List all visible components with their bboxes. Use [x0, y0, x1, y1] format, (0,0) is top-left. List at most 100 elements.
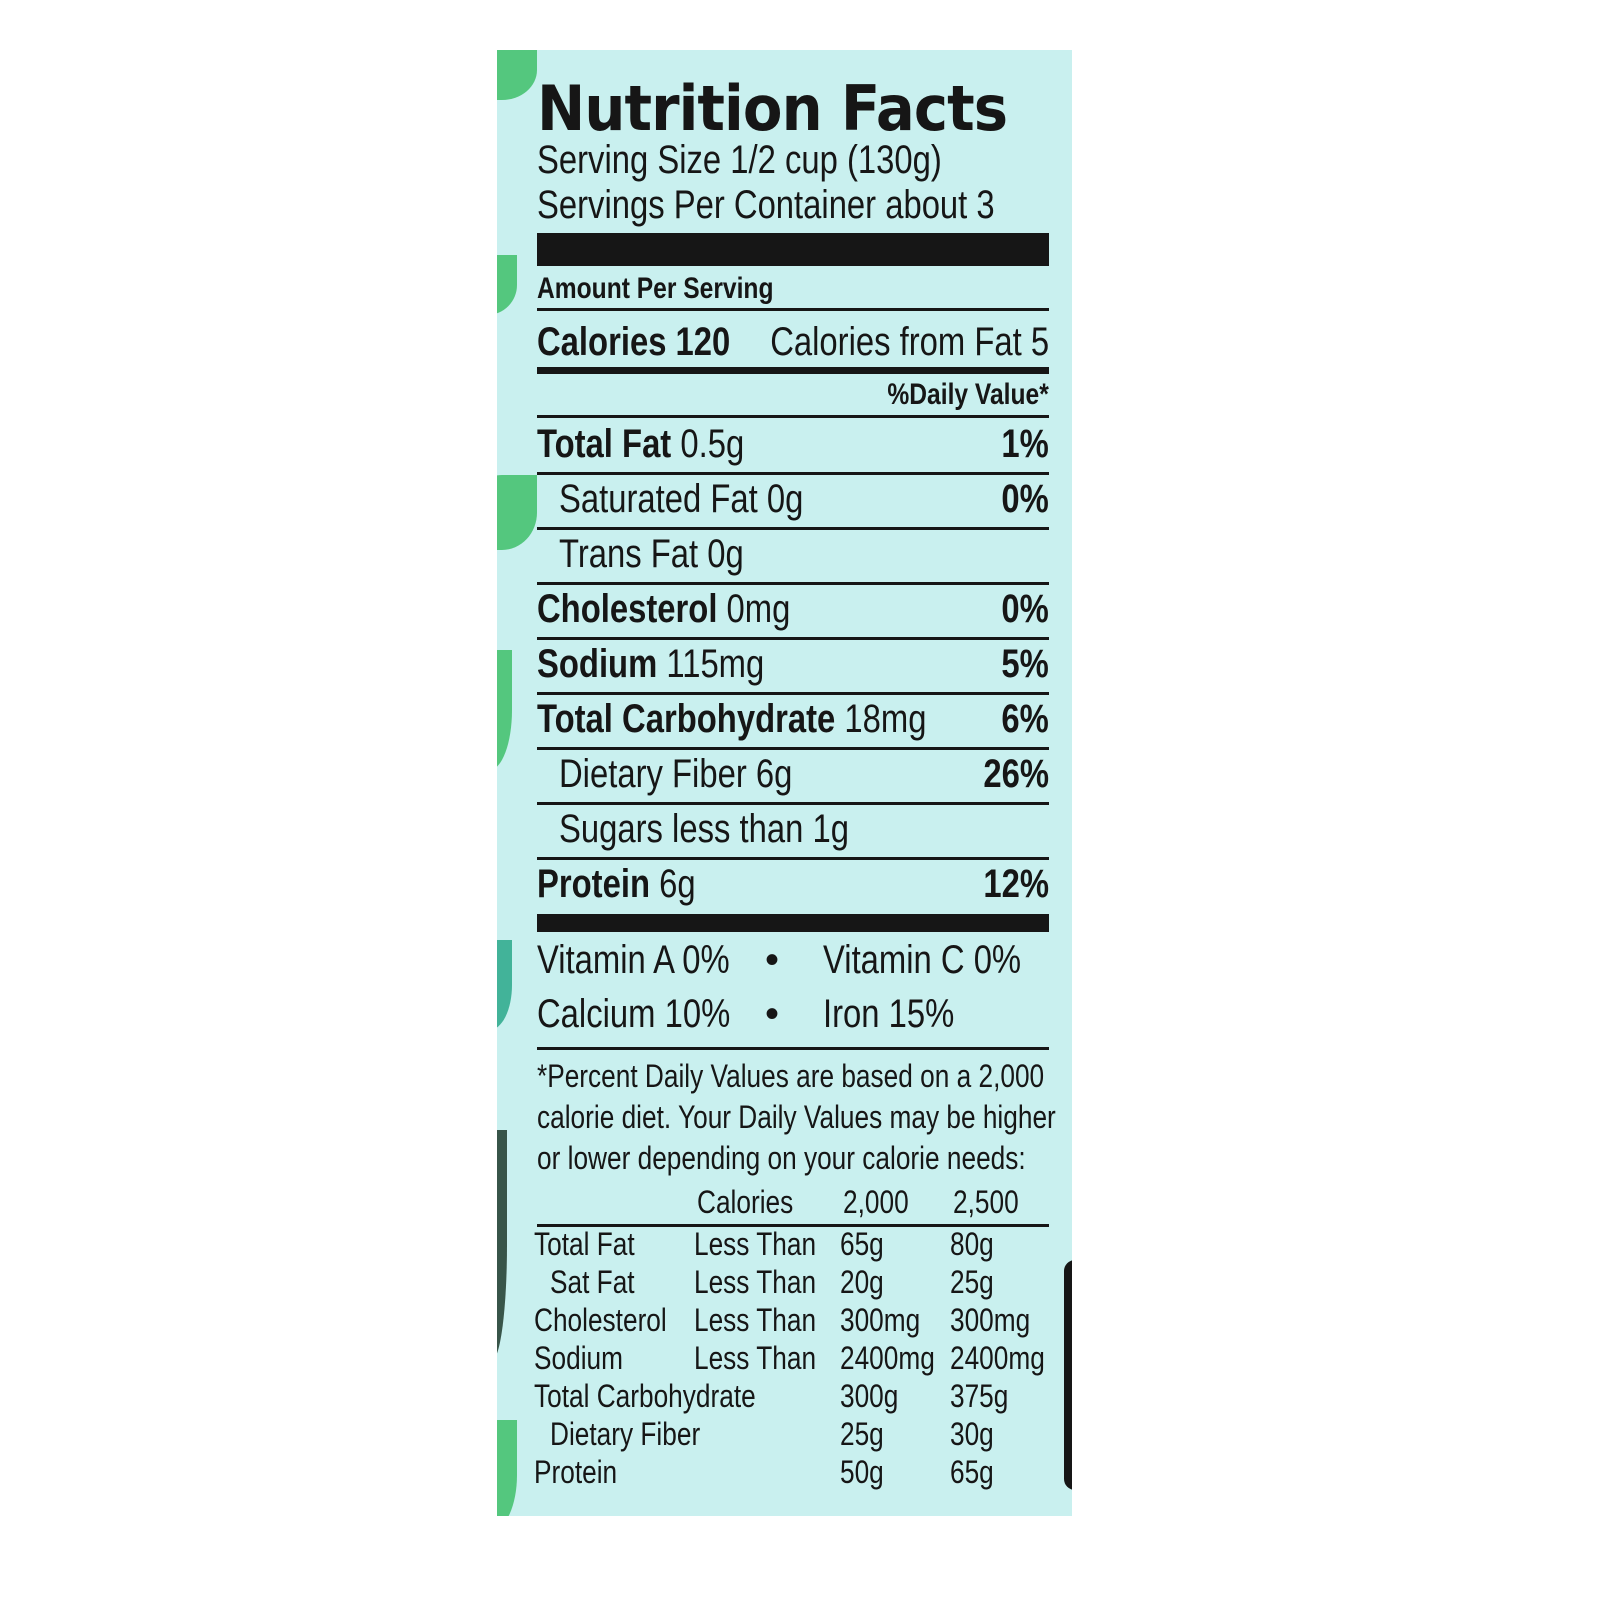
table-cell: Cholesterol	[534, 1302, 667, 1338]
table-cell: 300mg	[840, 1302, 921, 1338]
divider	[537, 415, 1049, 418]
header-cell: 2,500	[953, 1184, 1019, 1220]
nutrient-row: Sodium 115mg 5%	[537, 642, 1049, 690]
nutrient-name: Protein	[537, 862, 650, 906]
table-cell: 20g	[840, 1264, 884, 1300]
nutrient-name: Cholesterol	[537, 587, 718, 631]
nutrient-label: Protein 6g	[537, 862, 696, 907]
divider-thick	[537, 914, 1049, 932]
table-cell: Less Than	[694, 1340, 817, 1376]
nutrient-label: Total Carbohydrate 18mg	[537, 697, 926, 742]
bullet: •	[765, 992, 780, 1036]
amount-per-serving-text: Amount Per Serving	[537, 272, 774, 305]
nutrient-name: Trans Fat	[559, 532, 699, 576]
table-cell: 2400mg	[950, 1340, 1045, 1376]
daily-value-header-text: %Daily Value*	[887, 378, 1049, 411]
table-cell: 300g	[840, 1378, 899, 1414]
footnote-line: *Percent Daily Values are based on a 2,0…	[537, 1058, 1049, 1095]
nutrient-row: Sugars less than 1g	[537, 807, 1049, 855]
nutrient-row: Dietary Fiber 6g 26%	[537, 752, 1049, 800]
nutrient-amount: 115mg	[666, 642, 765, 686]
nutrient-dv-wrap: 12%	[969, 862, 1049, 907]
amount-per-serving: Amount Per Serving	[537, 272, 1049, 306]
divider	[537, 1047, 1049, 1050]
nutrient-label: Dietary Fiber 6g	[559, 752, 792, 797]
divider	[537, 802, 1049, 805]
table-cell: Less Than	[694, 1226, 817, 1262]
nutrient-daily-value: 26%	[983, 752, 1049, 796]
nutrient-row: Trans Fat 0g	[537, 532, 1049, 580]
nutrient-daily-value: 12%	[983, 862, 1049, 906]
nutrition-label: Nutrition Facts Serving Size 1/2 cup (13…	[497, 50, 1072, 1516]
table-cell: 50g	[840, 1454, 884, 1490]
reference-table-row: Total Carbohydrate 300g 375g	[534, 1378, 1046, 1416]
table-cell: Total Carbohydrate	[534, 1378, 756, 1414]
container-edge	[1064, 1260, 1072, 1490]
reference-table-row: Sat Fat Less Than 20g 25g	[534, 1264, 1046, 1302]
leaf-decoration	[497, 1130, 507, 1360]
nutrient-amount: 0g	[766, 477, 804, 521]
nutrient-row: Protein 6g 12%	[537, 862, 1049, 910]
reference-table-row: Total Fat Less Than 65g 80g	[534, 1226, 1046, 1264]
nutrient-daily-value: 6%	[1001, 697, 1049, 741]
nutrient-row: Cholesterol 0mg 0%	[537, 587, 1049, 635]
table-cell: 80g	[950, 1226, 994, 1262]
nutrient-daily-value: 0%	[1001, 477, 1049, 521]
reference-table-row: Protein 50g 65g	[534, 1454, 1046, 1492]
nutrient-name: Sugars	[559, 807, 663, 851]
footnote-text: *Percent Daily Values are based on a 2,0…	[537, 1058, 1045, 1094]
divider-thick	[537, 233, 1049, 266]
serving-size-text: Serving Size 1/2 cup (130g)	[537, 138, 942, 182]
table-cell: Sat Fat	[550, 1264, 635, 1300]
nutrient-name: Total Fat	[537, 422, 672, 466]
leaf-decoration	[497, 1420, 517, 1516]
nutrient-name: Sodium	[537, 642, 658, 686]
vitamin-right: Iron 15%	[823, 992, 955, 1036]
nutrient-amount: 0g	[707, 532, 744, 576]
nutrient-dv-wrap: 26%	[969, 752, 1049, 797]
table-cell: Less Than	[694, 1264, 817, 1300]
table-cell: Total Fat	[534, 1226, 635, 1262]
servings-per-container: Servings Per Container about 3	[537, 183, 1049, 228]
table-cell: 65g	[950, 1454, 994, 1490]
table-cell: 25g	[950, 1264, 994, 1300]
nutrient-label: Trans Fat 0g	[559, 532, 744, 577]
table-cell: 65g	[840, 1226, 884, 1262]
nutrient-label: Sodium 115mg	[537, 642, 764, 687]
vitamin-left: Vitamin A 0%	[537, 938, 730, 982]
table-cell: 30g	[950, 1416, 994, 1452]
nutrient-amount: 0mg	[726, 587, 791, 631]
table-cell: Less Than	[694, 1302, 817, 1338]
vitamin-right: Vitamin C 0%	[823, 938, 1022, 982]
footnote-text: calorie diet. Your Daily Values may be h…	[537, 1099, 1056, 1135]
nutrient-dv-wrap: 5%	[991, 642, 1049, 687]
nutrient-amount: less than 1g	[672, 807, 849, 851]
reference-table-row: Sodium Less Than 2400mg 2400mg	[534, 1340, 1046, 1378]
nutrient-amount: 6g	[755, 752, 793, 796]
nutrient-amount: 6g	[659, 862, 696, 906]
daily-value-header: %Daily Value*	[537, 378, 1049, 414]
table-cell: 300mg	[950, 1302, 1031, 1338]
nutrient-name: Dietary Fiber	[559, 752, 747, 796]
vitamin-row: Vitamin A 0% • Vitamin C 0%	[537, 938, 1049, 986]
vitamin-left: Calcium 10%	[537, 992, 731, 1036]
nutrient-dv-wrap: 0%	[991, 587, 1049, 632]
leaf-decoration	[497, 940, 512, 1030]
header-cell: Calories	[697, 1184, 794, 1220]
table-cell: Dietary Fiber	[550, 1416, 701, 1452]
nutrient-row: Saturated Fat 0g 0%	[537, 477, 1049, 525]
footnote-line: or lower depending on your calorie needs…	[537, 1140, 1049, 1177]
nutrient-dv-wrap: 6%	[991, 697, 1049, 742]
serving-size: Serving Size 1/2 cup (130g)	[537, 138, 1049, 183]
divider	[537, 692, 1049, 695]
calories-from-fat: Calories from Fat 5	[770, 320, 1049, 364]
nutrient-name: Saturated Fat	[559, 477, 758, 521]
divider-medium	[537, 367, 1049, 374]
reference-table-row: Cholesterol Less Than 300mg 300mg	[534, 1302, 1046, 1340]
reference-table-row: Dietary Fiber 25g 30g	[534, 1416, 1046, 1454]
nutrient-daily-value: 5%	[1001, 642, 1049, 686]
divider	[537, 1224, 1049, 1227]
divider	[537, 582, 1049, 585]
nutrient-amount: 0.5g	[680, 422, 745, 466]
nutrient-row: Total Fat 0.5g 1%	[537, 422, 1049, 470]
